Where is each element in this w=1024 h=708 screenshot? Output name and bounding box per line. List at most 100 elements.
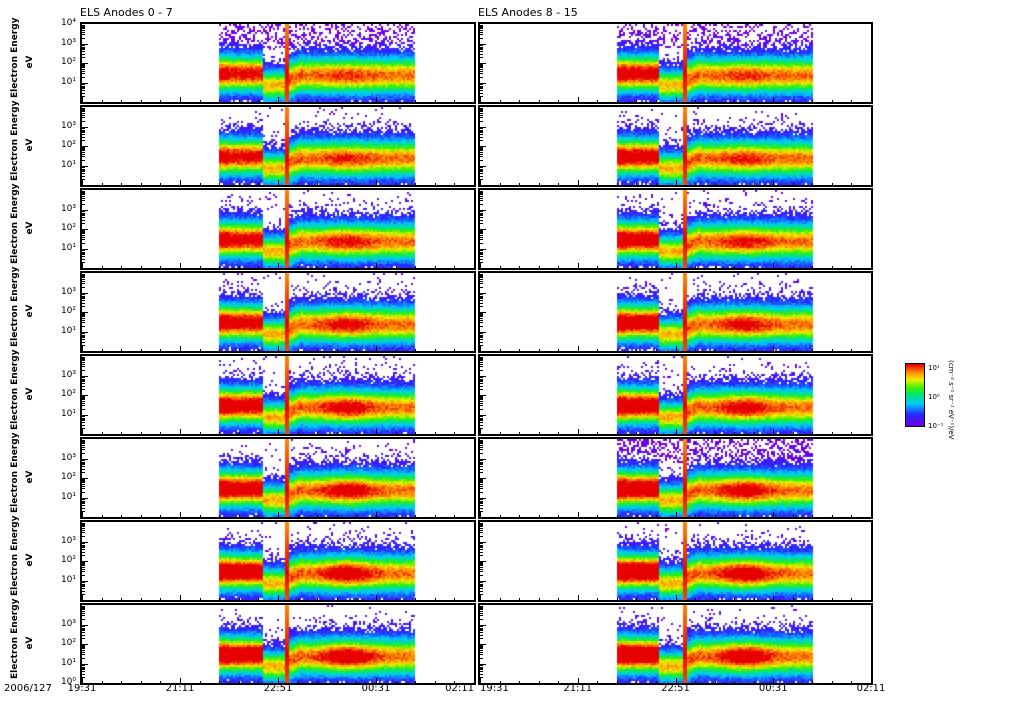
y-tick-mark (82, 491, 85, 493)
y-axis-unit: eV (25, 304, 35, 318)
x-tick-mark (121, 432, 123, 435)
y-tick-mark (82, 398, 85, 400)
y-tick-mark (82, 156, 85, 158)
y-tick-mark (480, 217, 483, 219)
colorbar-tick-label: 10⁰ (928, 393, 940, 401)
y-tick-mark (480, 605, 483, 607)
x-tick-mark (199, 598, 201, 601)
y-tick-mark (82, 400, 85, 402)
spectrogram-panel-anodes-0-7-1 (80, 105, 476, 187)
x-tick-mark (415, 432, 417, 435)
y-tick-mark (82, 500, 85, 502)
x-tick-mark (597, 681, 599, 684)
y-tick-mark (480, 147, 483, 149)
y-tick-mark (82, 600, 88, 601)
x-tick-mark (499, 598, 501, 601)
y-tick-mark (82, 511, 85, 513)
y-tick-mark (480, 185, 486, 186)
y-tick-mark (480, 618, 483, 620)
x-tick-mark (577, 263, 579, 268)
y-tick-mark (82, 229, 88, 230)
y-tick-mark (82, 630, 85, 632)
y-tick-label: 10² (60, 389, 76, 399)
y-tick-mark (82, 44, 85, 46)
x-tick-mark (317, 266, 319, 269)
x-tick-mark (538, 266, 540, 269)
spectrogram-heatmap (82, 439, 474, 517)
x-tick-mark (558, 183, 560, 186)
x-tick-mark (636, 349, 638, 352)
y-tick-mark (480, 363, 483, 365)
y-tick-mark (82, 405, 85, 407)
spectrogram-panel-anodes-8-15-6 (478, 520, 873, 602)
x-tick-mark (558, 432, 560, 435)
y-tick-mark (480, 146, 483, 148)
y-tick-mark (82, 472, 85, 474)
y-tick-mark (480, 167, 483, 169)
x-tick-mark (851, 183, 853, 186)
y-tick-mark (82, 341, 85, 343)
y-tick-mark (82, 634, 85, 636)
y-tick-mark (82, 478, 85, 480)
y-axis-unit: eV (25, 387, 35, 401)
y-tick-mark (82, 219, 85, 221)
x-tick-mark (871, 595, 872, 600)
x-tick-mark (474, 678, 475, 683)
x-tick-mark (773, 595, 775, 600)
x-tick-mark (480, 263, 481, 268)
y-tick-mark (82, 302, 85, 304)
y-tick-mark (82, 252, 85, 254)
y-tick-mark (82, 345, 85, 347)
y-tick-mark (480, 335, 483, 337)
x-tick-mark (695, 432, 697, 435)
y-tick-mark (82, 120, 85, 122)
x-tick-mark (597, 432, 599, 435)
y-tick-mark (480, 562, 483, 564)
y-tick-mark (480, 395, 486, 396)
y-tick-mark (480, 63, 483, 65)
x-tick-mark (395, 432, 397, 435)
x-tick-mark (278, 346, 279, 351)
x-tick-mark (278, 512, 279, 517)
x-tick-mark (538, 681, 540, 684)
y-tick-mark (82, 424, 85, 426)
y-tick-mark (82, 446, 85, 448)
x-tick-mark (82, 180, 83, 185)
x-tick-mark (616, 183, 618, 186)
x-tick-mark (415, 349, 417, 352)
y-tick-mark (82, 532, 85, 534)
y-tick-mark (480, 547, 483, 549)
y-tick-mark (480, 634, 483, 636)
y-tick-mark (82, 464, 85, 466)
y-tick-mark (82, 277, 85, 279)
x-tick-mark (851, 598, 853, 601)
spectrogram-heatmap (480, 273, 871, 351)
x-tick-mark (675, 512, 677, 517)
y-tick-mark (480, 379, 483, 381)
x-tick-mark (415, 515, 417, 518)
y-tick-mark (480, 117, 483, 119)
y-tick-mark (82, 499, 85, 501)
x-tick-mark (577, 595, 579, 600)
y-tick-mark (82, 669, 85, 671)
y-tick-mark (82, 230, 85, 232)
x-tick-mark (753, 100, 755, 103)
y-tick-mark (480, 316, 483, 318)
y-tick-mark (82, 319, 85, 321)
y-tick-mark (82, 114, 85, 116)
y-tick-mark (82, 68, 85, 70)
y-tick-mark (82, 298, 85, 300)
y-tick-mark (480, 215, 483, 217)
y-tick-mark (82, 268, 88, 269)
y-tick-mark (480, 654, 483, 656)
y-tick-label: 10¹ (60, 325, 76, 336)
y-tick-mark (82, 485, 85, 487)
y-tick-mark (480, 111, 483, 113)
x-tick-mark (82, 97, 83, 102)
y-tick-mark (480, 632, 483, 634)
y-tick-mark (480, 128, 483, 130)
y-tick-mark (82, 583, 85, 585)
colorbar (905, 363, 925, 427)
x-tick-mark (356, 349, 358, 352)
y-tick-mark (82, 664, 85, 666)
